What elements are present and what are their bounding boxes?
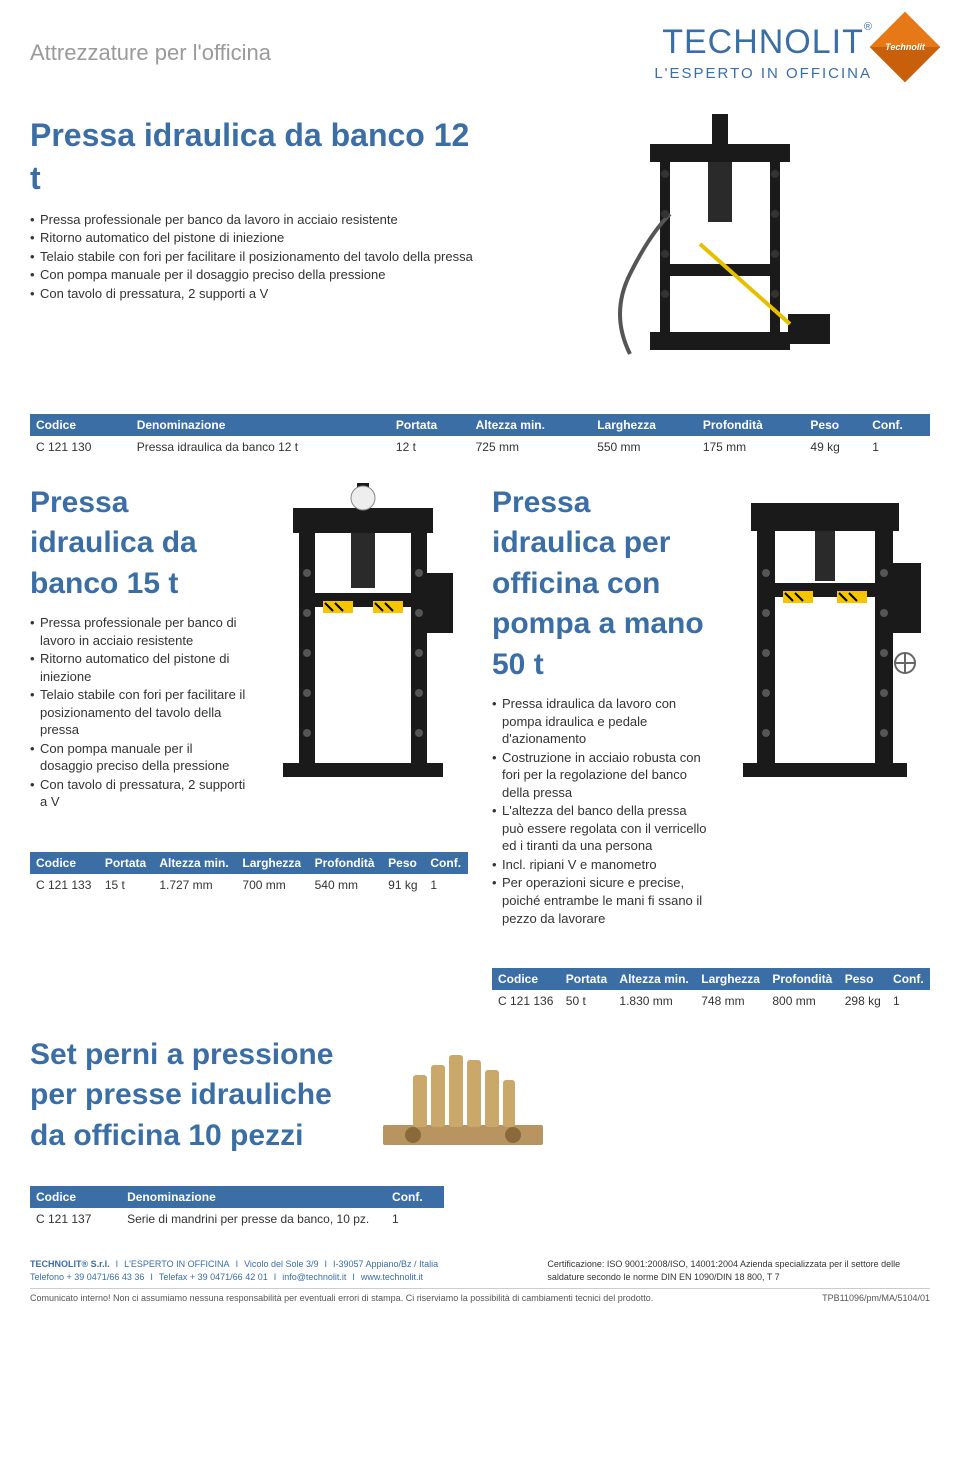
th-profondita: Profondità (697, 414, 805, 436)
table-row: C 121 137 Serie di mandrini per presse d… (30, 1208, 444, 1230)
th-codice: Codice (30, 414, 131, 436)
bullet-item: Incl. ripiani V e manometro (492, 856, 710, 874)
product-section-set: Set perni a pressione per presse idrauli… (30, 1035, 930, 1231)
table-row: C 121 133 15 t 1.727 mm 700 mm 540 mm 91… (30, 874, 468, 896)
bullet-item: Pressa idraulica da lavoro con pompa idr… (492, 695, 710, 748)
product-table-15t: Codice Portata Altezza min. Larghezza Pr… (30, 852, 468, 896)
registered-mark: ® (864, 21, 872, 33)
th-conf: Conf. (887, 968, 930, 990)
bullet-item: Con pompa manuale per il dosaggio precis… (30, 740, 248, 775)
footer-contact: TECHNOLIT® S.r.l.IL'ESPERTO IN OFFICINAI… (30, 1258, 527, 1283)
bullet-item: Con tavolo di pressatura, 2 supporti a V (30, 285, 480, 303)
th-portata: Portata (560, 968, 614, 990)
th-peso: Peso (804, 414, 866, 436)
brand-tagline: L'ESPERTO IN OFFICINA (654, 64, 872, 84)
th-conf: Conf. (386, 1186, 444, 1208)
th-peso: Peso (839, 968, 887, 990)
product-title-12t: Pressa idraulica da banco 12 t (30, 114, 480, 200)
th-profondita: Profondità (766, 968, 838, 990)
bullet-item: Per operazioni sicure e precise, poiché … (492, 874, 710, 927)
bullet-item: Con tavolo di pressatura, 2 supporti a V (30, 776, 248, 811)
product-title-15t: Pressa idraulica da banco 15 t (30, 483, 248, 605)
th-codice: Codice (30, 852, 99, 874)
footer-docref: TPB11096/pm/MA/5104/01 (822, 1292, 930, 1304)
product-section-15t: Pressa idraulica da banco 15 t Pressa pr… (30, 483, 468, 1013)
th-conf: Conf. (424, 852, 468, 874)
th-altezza: Altezza min. (613, 968, 695, 990)
product-bullets-50t: Pressa idraulica da lavoro con pompa idr… (492, 695, 710, 927)
bullet-item: L'altezza del banco della pressa può ess… (492, 802, 710, 855)
product-image-set (363, 1035, 563, 1165)
product-section-50t: Pressa idraulica per officina con pompa … (492, 483, 930, 1013)
bullet-item: Telaio stabile con fori per facilitare i… (30, 686, 248, 739)
th-codice: Codice (492, 968, 560, 990)
page-header: Attrezzature per l'officina TECHNOLIT® L… (30, 20, 930, 84)
th-portata: Portata (390, 414, 470, 436)
page-footer: TECHNOLIT® S.r.l.IL'ESPERTO IN OFFICINAI… (30, 1254, 930, 1303)
brand-badge-icon: Technolit (870, 12, 941, 83)
product-bullets-15t: Pressa professionale per banco di lavoro… (30, 614, 248, 811)
product-table-set: Codice Denominazione Conf. C 121 137 Ser… (30, 1186, 444, 1230)
footer-disclaimer: Comunicato interno! Non ci assumiamo nes… (30, 1292, 822, 1304)
brand-logo: TECHNOLIT® L'ESPERTO IN OFFICINA Technol… (654, 20, 930, 84)
th-altezza: Altezza min. (470, 414, 592, 436)
bullet-item: Ritorno automatico del pistone di iniezi… (30, 650, 248, 685)
bullet-item: Con pompa manuale per il dosaggio precis… (30, 266, 480, 284)
brand-name: TECHNOLIT (662, 23, 864, 61)
th-portata: Portata (99, 852, 153, 874)
table-row: C 121 136 50 t 1.830 mm 748 mm 800 mm 29… (492, 990, 930, 1012)
th-denominazione: Denominazione (121, 1186, 386, 1208)
product-section-12t: Pressa idraulica da banco 12 t Pressa pr… (30, 114, 930, 458)
th-profondita: Profondità (309, 852, 383, 874)
product-title-set: Set perni a pressione per presse idrauli… (30, 1035, 333, 1157)
product-image-15t (263, 483, 463, 793)
th-denominazione: Denominazione (131, 414, 390, 436)
th-larghezza: Larghezza (591, 414, 697, 436)
table-row: C 121 130 Pressa idraulica da banco 12 t… (30, 436, 930, 458)
product-image-50t (725, 483, 925, 793)
bullet-item: Telaio stabile con fori per facilitare i… (30, 248, 480, 266)
th-larghezza: Larghezza (236, 852, 308, 874)
product-bullets-12t: Pressa professionale per banco da lavoro… (30, 211, 480, 303)
bullet-item: Pressa professionale per banco di lavoro… (30, 614, 248, 649)
product-image-12t (590, 114, 850, 394)
product-title-50t: Pressa idraulica per officina con pompa … (492, 483, 710, 686)
category-title: Attrezzature per l'officina (30, 20, 271, 68)
th-conf: Conf. (866, 414, 930, 436)
th-larghezza: Larghezza (695, 968, 766, 990)
bullet-item: Ritorno automatico del pistone di iniezi… (30, 229, 480, 247)
th-peso: Peso (382, 852, 424, 874)
product-table-50t: Codice Portata Altezza min. Larghezza Pr… (492, 968, 930, 1012)
product-table-12t: Codice Denominazione Portata Altezza min… (30, 414, 930, 458)
th-altezza: Altezza min. (153, 852, 236, 874)
footer-certification: Certificazione: ISO 9001:2008/ISO, 14001… (547, 1258, 930, 1283)
bullet-item: Costruzione in acciaio robusta con fori … (492, 749, 710, 802)
th-codice: Codice (30, 1186, 121, 1208)
bullet-item: Pressa professionale per banco da lavoro… (30, 211, 480, 229)
